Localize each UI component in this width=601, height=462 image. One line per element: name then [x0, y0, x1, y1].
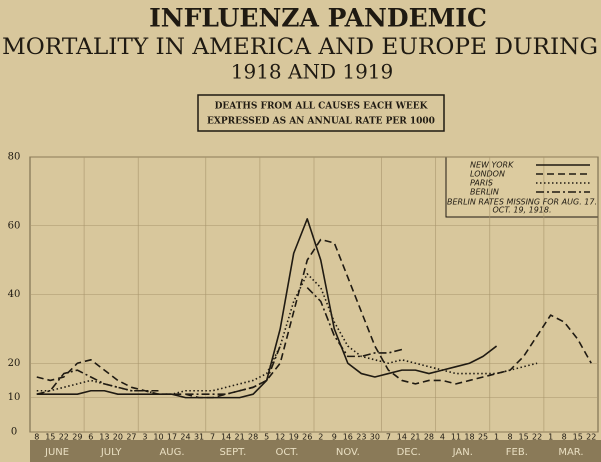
x-tick-label: 27: [126, 433, 136, 442]
x-tick-label: 5: [264, 433, 269, 442]
x-tick-label: 8: [508, 433, 513, 442]
legend-box: [445, 156, 599, 218]
series-line: [36, 238, 592, 399]
x-tick-label: 14: [221, 433, 231, 442]
legend-note: OCT. 19, 1918.: [492, 206, 551, 215]
y-tick-label: 10: [8, 392, 21, 403]
y-tick-label: 60: [8, 220, 21, 231]
x-tick-label: 20: [113, 433, 123, 442]
month-label: SEPT.: [219, 447, 246, 458]
y-tick-label: 80: [8, 152, 21, 163]
month-label: OCT.: [275, 447, 298, 458]
legend-note: BERLIN RATES MISSING FOR AUG. 17.: [447, 198, 597, 207]
x-tick-label: 26: [302, 433, 312, 442]
x-tick-label: 6: [88, 433, 93, 442]
month-label: MAR.: [558, 447, 583, 458]
annotation-box: [197, 94, 445, 132]
x-tick-label: 21: [235, 433, 245, 442]
y-tick-label: 0: [11, 427, 17, 438]
y-tick-label: 40: [8, 289, 21, 300]
x-tick-label: 8: [34, 433, 39, 442]
x-tick-label: 1: [494, 433, 499, 442]
y-tick-label: 20: [8, 358, 21, 369]
x-tick-label: 28: [248, 433, 258, 442]
x-tick-label: 15: [573, 433, 583, 442]
series-line: [185, 345, 281, 395]
x-tick-label: 19: [289, 433, 299, 442]
x-tick-label: 11: [451, 433, 461, 442]
x-tick-label: 10: [153, 433, 163, 442]
x-tick-label: 22: [59, 433, 69, 442]
x-tick-label: 21: [410, 433, 420, 442]
x-tick-label: 9: [332, 433, 337, 442]
month-label: AUG.: [159, 447, 184, 458]
chart-title: INFLUENZA PANDEMIC: [149, 4, 487, 33]
x-tick-label: 31: [194, 433, 204, 442]
x-tick-label: 22: [586, 433, 596, 442]
legend-label: BERLIN: [470, 188, 499, 197]
x-tick-label: 4: [440, 433, 445, 442]
series-line: [306, 287, 403, 358]
chart-subtitle: 1918 AND 1919: [231, 60, 394, 84]
x-tick-label: 15: [519, 433, 529, 442]
x-tick-label: 2: [318, 433, 323, 442]
x-tick-label: 15: [45, 433, 55, 442]
legend-label: NEW YORK: [470, 161, 514, 170]
x-tick-label: 3: [142, 433, 147, 442]
x-tick-label: 28: [424, 433, 434, 442]
legend-label: PARIS: [470, 179, 493, 188]
month-label: JAN.: [452, 447, 473, 458]
x-tick-label: 8: [562, 433, 567, 442]
x-tick-label: 16: [343, 433, 353, 442]
month-label: NOV.: [336, 447, 360, 458]
series-line: [36, 273, 538, 395]
x-tick-label: 29: [72, 433, 82, 442]
x-tick-label: 14: [397, 433, 407, 442]
x-tick-label: 1: [548, 433, 553, 442]
legend-label: LONDON: [470, 170, 505, 179]
x-tick-label: 12: [275, 433, 285, 442]
annotation: EXPRESSED AS AN ANNUAL RATE PER 1000: [207, 117, 435, 127]
month-label: FEB.: [506, 447, 528, 458]
x-tick-label: 23: [356, 433, 366, 442]
series-line: [36, 369, 159, 395]
x-tick-label: 25: [478, 433, 488, 442]
chart-subtitle: MORTALITY IN AMERICA AND EUROPE DURING: [2, 35, 598, 60]
x-tick-label: 24: [180, 433, 190, 442]
x-tick-label: 18: [464, 433, 474, 442]
x-tick-label: 17: [167, 433, 177, 442]
annotation: DEATHS FROM ALL CAUSES EACH WEEK: [215, 102, 429, 112]
x-tick-label: 7: [210, 433, 215, 442]
x-tick-label: 13: [99, 433, 109, 442]
month-label: JULY: [100, 447, 123, 458]
month-label: DEC.: [397, 447, 421, 458]
x-tick-label: 7: [386, 433, 391, 442]
month-label: JUNE: [44, 447, 69, 458]
x-tick-label: 22: [532, 433, 542, 442]
month-band: [30, 440, 601, 462]
x-tick-label: 30: [370, 433, 380, 442]
